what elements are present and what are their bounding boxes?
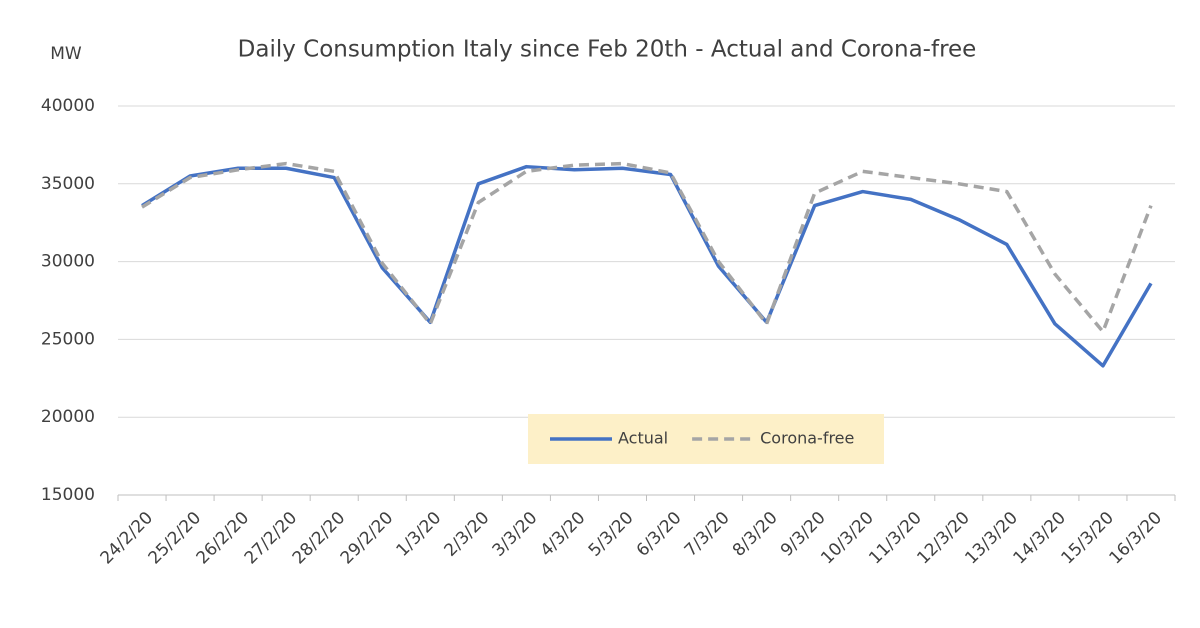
x-tick-label: 26/2/20 (193, 508, 253, 568)
y-tick-label: 40000 (41, 96, 95, 116)
x-tick-label: 8/3/20 (729, 508, 782, 561)
x-tick-label: 1/3/20 (393, 508, 446, 561)
y-axis-label: MW (50, 44, 82, 64)
x-tick-label: 14/3/20 (1009, 508, 1069, 568)
legend-label: Actual (618, 429, 668, 448)
x-tick-label: 16/3/20 (1106, 508, 1166, 568)
x-tick-label: 7/3/20 (681, 508, 734, 561)
legend-label: Corona-free (760, 429, 854, 448)
y-tick-label: 35000 (41, 174, 95, 194)
x-tick-label: 11/3/20 (865, 508, 925, 568)
chart-title: Daily Consumption Italy since Feb 20th -… (238, 37, 977, 63)
x-tick-label: 3/3/20 (489, 508, 542, 561)
x-tick-label: 6/3/20 (633, 508, 686, 561)
x-tick-label: 5/3/20 (585, 508, 638, 561)
y-tick-label: 25000 (41, 329, 95, 349)
x-tick-label: 4/3/20 (537, 508, 590, 561)
x-tick-label: 15/3/20 (1058, 508, 1118, 568)
series-line (141, 161, 1153, 334)
y-tick-label: 20000 (41, 407, 95, 427)
x-tick-label: 2/3/20 (441, 508, 494, 561)
series-line (141, 164, 1153, 368)
x-tick-label: 28/2/20 (289, 508, 349, 568)
y-tick-label: 15000 (41, 485, 95, 505)
x-tick-label: 25/2/20 (145, 508, 205, 568)
x-tick-label: 13/3/20 (961, 508, 1021, 568)
x-tick-label: 29/2/20 (337, 508, 397, 568)
y-tick-label: 30000 (41, 252, 95, 272)
x-tick-label: 27/2/20 (241, 508, 301, 568)
x-tick-label: 10/3/20 (817, 508, 877, 568)
x-tick-label: 24/2/20 (97, 508, 157, 568)
x-tick-label: 12/3/20 (913, 508, 973, 568)
